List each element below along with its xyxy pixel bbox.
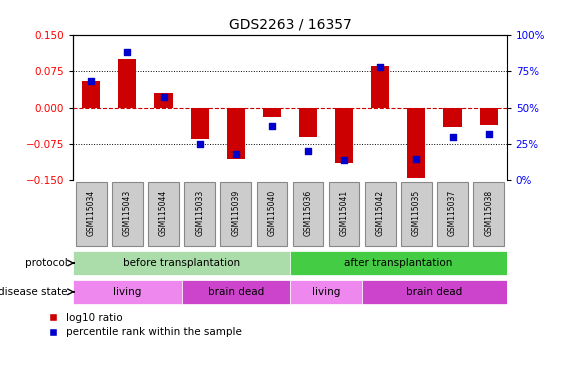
Text: GSM115036: GSM115036 xyxy=(303,190,312,236)
FancyBboxPatch shape xyxy=(148,182,179,247)
Point xyxy=(231,151,240,157)
FancyBboxPatch shape xyxy=(112,182,143,247)
Point xyxy=(448,134,457,140)
Text: GSM115039: GSM115039 xyxy=(231,190,240,236)
Text: GSM115041: GSM115041 xyxy=(339,190,348,236)
Point xyxy=(159,94,168,100)
FancyBboxPatch shape xyxy=(184,182,215,247)
Bar xyxy=(290,251,507,275)
Bar xyxy=(408,108,426,178)
Point xyxy=(267,123,276,129)
Bar xyxy=(118,59,136,108)
Text: before transplantation: before transplantation xyxy=(123,258,240,268)
Bar xyxy=(371,66,389,108)
Point xyxy=(484,131,493,137)
FancyBboxPatch shape xyxy=(76,182,106,247)
Text: after transplantation: after transplantation xyxy=(344,258,453,268)
FancyBboxPatch shape xyxy=(220,182,251,247)
Text: brain dead: brain dead xyxy=(208,287,264,297)
Bar xyxy=(444,108,462,127)
Text: GSM115034: GSM115034 xyxy=(87,190,96,236)
Text: GSM115043: GSM115043 xyxy=(123,190,132,236)
Bar xyxy=(191,108,209,139)
Text: protocol: protocol xyxy=(25,258,68,268)
Bar xyxy=(335,108,353,164)
Point xyxy=(123,49,132,55)
Bar xyxy=(362,280,507,304)
Legend: log10 ratio, percentile rank within the sample: log10 ratio, percentile rank within the … xyxy=(45,309,246,342)
Bar xyxy=(480,108,498,124)
Point xyxy=(339,157,348,163)
Text: living: living xyxy=(113,287,141,297)
Bar xyxy=(73,280,181,304)
Text: GDS2263 / 16357: GDS2263 / 16357 xyxy=(229,18,351,32)
Text: GSM115035: GSM115035 xyxy=(412,190,421,236)
Point xyxy=(195,141,204,147)
Point xyxy=(303,148,312,154)
Text: GSM115040: GSM115040 xyxy=(267,190,276,236)
Point xyxy=(87,78,96,84)
FancyBboxPatch shape xyxy=(293,182,323,247)
FancyBboxPatch shape xyxy=(401,182,432,247)
Bar xyxy=(154,93,172,108)
FancyBboxPatch shape xyxy=(473,182,504,247)
Bar xyxy=(290,280,362,304)
Text: disease state: disease state xyxy=(0,287,68,297)
Text: living: living xyxy=(312,287,340,297)
Text: GSM115037: GSM115037 xyxy=(448,190,457,236)
Text: GSM115044: GSM115044 xyxy=(159,190,168,236)
Bar xyxy=(263,108,281,117)
FancyBboxPatch shape xyxy=(257,182,287,247)
Bar xyxy=(299,108,317,137)
FancyBboxPatch shape xyxy=(329,182,360,247)
Text: GSM115042: GSM115042 xyxy=(376,190,385,236)
FancyBboxPatch shape xyxy=(437,182,468,247)
Point xyxy=(376,64,385,70)
Bar xyxy=(181,280,290,304)
Bar xyxy=(73,251,290,275)
Text: brain dead: brain dead xyxy=(406,287,463,297)
Bar xyxy=(227,108,245,159)
Text: GSM115033: GSM115033 xyxy=(195,190,204,236)
FancyBboxPatch shape xyxy=(365,182,396,247)
Point xyxy=(412,156,421,162)
Text: GSM115038: GSM115038 xyxy=(484,190,493,236)
Bar xyxy=(82,81,100,108)
